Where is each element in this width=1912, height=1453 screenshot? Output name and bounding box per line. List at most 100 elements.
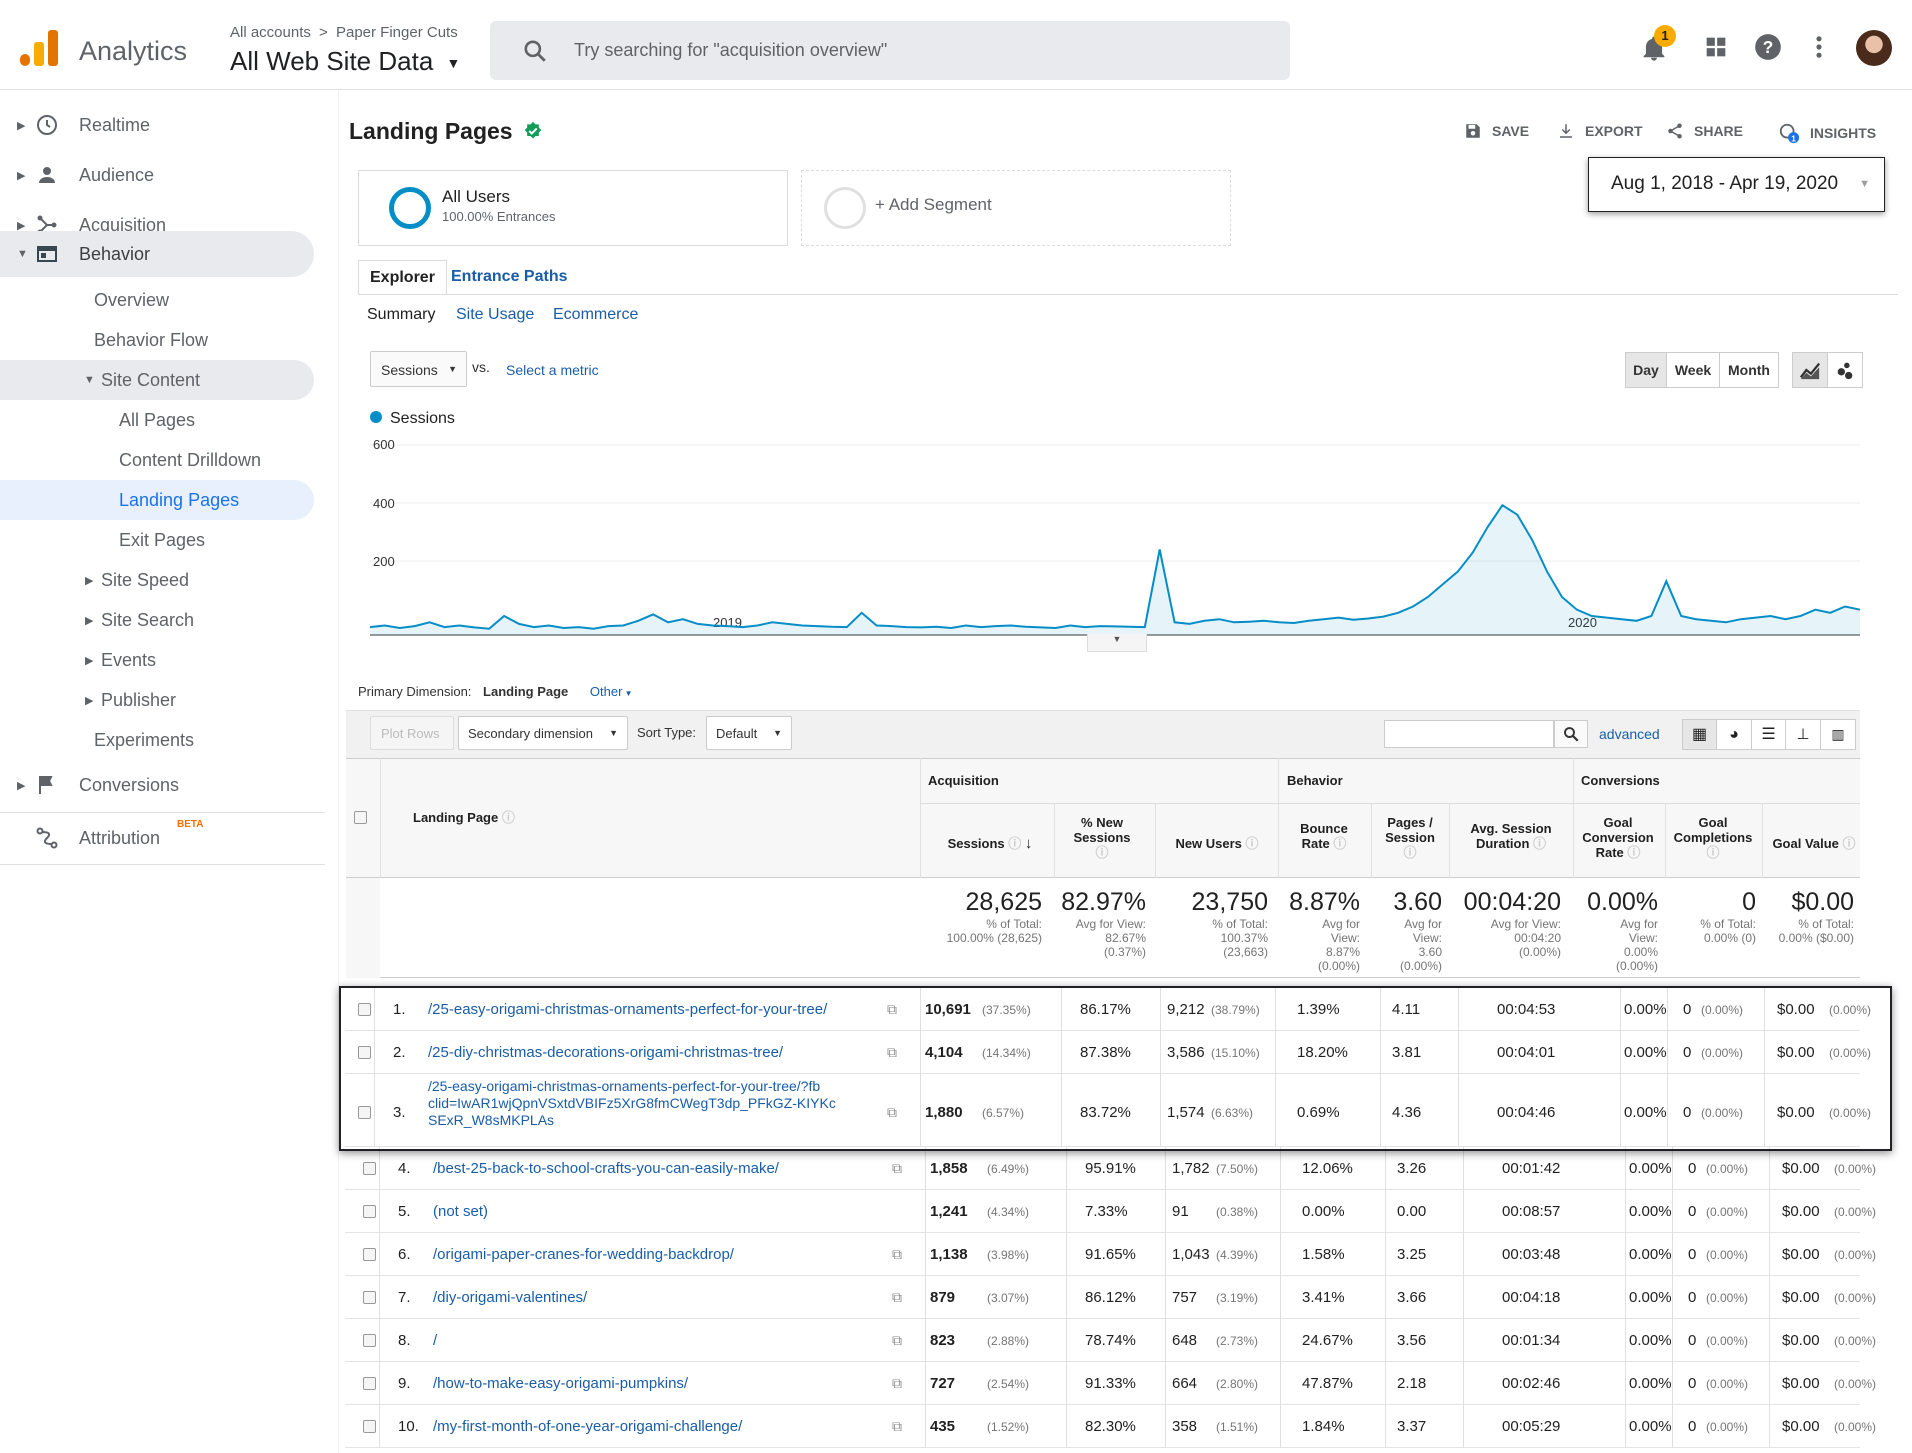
landing-page-link[interactable]: /origami-paper-cranes-for-wedding-backdr… — [433, 1246, 734, 1263]
sidebar-item-conversions[interactable]: ▶ Conversions — [0, 762, 314, 808]
row-checkbox[interactable] — [358, 1003, 371, 1016]
plot-rows-button[interactable]: Plot Rows — [370, 716, 454, 750]
add-segment-button[interactable]: + Add Segment — [801, 170, 1231, 246]
open-page-icon[interactable]: ⧉ — [892, 1332, 902, 1348]
sidebar-item-landing-pages[interactable]: Landing Pages — [0, 480, 314, 520]
col-header-goal-completions[interactable]: Goal Completions ⓘ — [1668, 815, 1758, 860]
sidebar-item-audience[interactable]: ▶ Audience — [0, 152, 314, 198]
sidebar-item-experiments[interactable]: Experiments — [0, 717, 314, 763]
col-header-landing-page[interactable]: Landing Page ⓘ — [413, 810, 515, 825]
date-range-picker[interactable]: Aug 1, 2018 - Apr 19, 2020 ▼ — [1588, 157, 1885, 212]
sidebar-item-content-drilldown[interactable]: Content Drilldown — [0, 437, 314, 483]
landing-page-link[interactable]: /25-diy-christmas-decorations-origami-ch… — [428, 1044, 784, 1061]
landing-page-link[interactable]: / — [433, 1332, 438, 1349]
secondary-dimension-select[interactable]: Secondary dimension ▼ — [458, 716, 628, 750]
table-view-icon[interactable]: ▦ — [1683, 720, 1717, 749]
col-header-bounce-rate[interactable]: Bounce Rate ⓘ — [1285, 821, 1363, 851]
row-checkbox[interactable] — [363, 1334, 376, 1347]
tab-explorer[interactable]: Explorer — [358, 260, 447, 294]
sidebar-item-events[interactable]: ▶ Events — [0, 637, 314, 683]
landing-page-link[interactable]: /best-25-back-to-school-crafts-you-can-e… — [433, 1160, 779, 1177]
row-checkbox[interactable] — [358, 1046, 371, 1059]
row-checkbox[interactable] — [358, 1106, 371, 1119]
select-all-checkbox[interactable] — [354, 811, 367, 824]
account-breadcrumb[interactable]: All accounts > Paper Finger Cuts — [230, 24, 458, 41]
col-header-pages-session[interactable]: Pages / Session ⓘ — [1378, 815, 1442, 860]
sidebar-item-exit-pages[interactable]: Exit Pages — [0, 517, 314, 563]
save-button[interactable]: SAVE — [1464, 122, 1529, 140]
metric-select[interactable]: Sessions ▼ — [370, 351, 467, 387]
sidebar-item-behavior-flow[interactable]: Behavior Flow — [0, 317, 314, 363]
insights-button[interactable]: 1 INSIGHTS — [1778, 122, 1876, 144]
sidebar-item-overview[interactable]: Overview — [0, 277, 314, 323]
crumb-all-accounts[interactable]: All accounts — [230, 24, 311, 41]
sidebar-item-publisher[interactable]: ▶ Publisher — [0, 677, 314, 723]
row-checkbox[interactable] — [363, 1291, 376, 1304]
comparison-view-icon[interactable]: ⊥ — [1786, 720, 1821, 749]
more-vert-icon[interactable] — [1805, 33, 1833, 61]
week-button[interactable]: Week — [1666, 352, 1720, 388]
motion-chart-toggle[interactable] — [1827, 352, 1863, 388]
open-page-icon[interactable]: ⧉ — [887, 1044, 897, 1060]
help-icon[interactable]: ? — [1754, 33, 1782, 61]
row-checkbox[interactable] — [363, 1377, 376, 1390]
month-button[interactable]: Month — [1719, 352, 1779, 388]
sidebar-item-site-search[interactable]: ▶ Site Search — [0, 597, 314, 643]
share-button[interactable]: SHARE — [1666, 122, 1743, 140]
open-page-icon[interactable]: ⧉ — [887, 1001, 897, 1017]
open-page-icon[interactable]: ⧉ — [892, 1160, 902, 1176]
pivot-view-icon[interactable]: ▥ — [1831, 726, 1845, 742]
crumb-property[interactable]: Paper Finger Cuts — [335, 24, 458, 41]
day-button[interactable]: Day — [1625, 352, 1667, 388]
line-chart-toggle[interactable] — [1792, 352, 1828, 388]
landing-page-link[interactable]: (not set) — [433, 1203, 489, 1220]
landing-page-link[interactable]: /diy-origami-valentines/ — [433, 1289, 588, 1306]
sidebar-item-all-pages[interactable]: All Pages — [0, 397, 314, 443]
subtab-summary[interactable]: Summary — [367, 306, 436, 323]
sidebar-item-site-content[interactable]: ▼ Site Content — [0, 360, 314, 400]
sidebar-item-site-speed[interactable]: ▶ Site Speed — [0, 557, 314, 603]
primary-dim-landing-page[interactable]: Landing Page — [483, 684, 569, 699]
col-header-new-sessions[interactable]: % New Sessions ⓘ — [1062, 815, 1142, 860]
advanced-filter-link[interactable]: advanced — [1599, 726, 1660, 742]
table-search-button[interactable] — [1554, 720, 1588, 748]
sort-type-select[interactable]: Default ▼ — [706, 716, 792, 750]
col-header-sessions[interactable]: Sessions ⓘ ↓ — [930, 836, 1050, 851]
open-page-icon[interactable]: ⧉ — [892, 1375, 902, 1391]
chart-resize-handle[interactable]: ▼ — [1087, 634, 1147, 652]
primary-dim-other[interactable]: Other — [589, 684, 623, 699]
col-header-goal-value[interactable]: Goal Value ⓘ — [1768, 836, 1860, 851]
subtab-ecommerce[interactable]: Ecommerce — [553, 306, 639, 323]
select-metric-link[interactable]: Select a metric — [506, 362, 599, 378]
landing-page-link[interactable]: /how-to-make-easy-origami-pumpkins/ — [433, 1375, 689, 1392]
analytics-logo-icon[interactable] — [20, 30, 60, 68]
row-checkbox[interactable] — [363, 1162, 376, 1175]
table-search-input[interactable] — [1384, 720, 1554, 748]
open-page-icon[interactable]: ⧉ — [892, 1289, 902, 1305]
row-checkbox[interactable] — [363, 1205, 376, 1218]
sidebar-item-realtime[interactable]: ▶ Realtime — [0, 102, 314, 148]
landing-page-link[interactable]: /my-first-month-of-one-year-origami-chal… — [433, 1418, 743, 1435]
landing-page-link[interactable]: /25-easy-origami-christmas-ornaments-per… — [428, 1078, 836, 1129]
col-header-goal-conversion-rate[interactable]: Goal Conversion Rate ⓘ — [1578, 815, 1658, 860]
row-checkbox[interactable] — [363, 1248, 376, 1261]
landing-page-link[interactable]: /25-easy-origami-christmas-ornaments-per… — [428, 1001, 828, 1018]
subtab-site-usage[interactable]: Site Usage — [456, 306, 535, 323]
notifications-bell-icon[interactable]: 1 — [1640, 25, 1676, 61]
col-header-session-duration[interactable]: Avg. Session Duration ⓘ — [1456, 821, 1566, 851]
performance-view-icon[interactable]: ☰ — [1752, 720, 1786, 749]
col-header-new-users[interactable]: New Users ⓘ — [1162, 836, 1272, 851]
open-page-icon[interactable]: ⧉ — [892, 1418, 902, 1434]
sidebar-item-behavior[interactable]: ▼ Behavior — [0, 231, 314, 277]
pie-view-icon[interactable]: ◕ — [1717, 720, 1752, 749]
avatar[interactable] — [1856, 30, 1892, 66]
sidebar-item-attribution[interactable]: Attribution BETA — [0, 815, 314, 861]
segment-all-users[interactable]: All Users 100.00% Entrances — [358, 170, 788, 246]
export-button[interactable]: EXPORT — [1557, 122, 1643, 140]
open-page-icon[interactable]: ⧉ — [892, 1246, 902, 1262]
apps-grid-icon[interactable] — [1702, 33, 1730, 61]
tab-entrance-paths[interactable]: Entrance Paths — [451, 268, 568, 285]
open-page-icon[interactable]: ⧉ — [887, 1104, 897, 1120]
view-selector[interactable]: All Web Site Data ▼ — [230, 46, 460, 77]
sessions-line-chart[interactable]: 600 400 200 2019 2020 — [360, 435, 1870, 650]
